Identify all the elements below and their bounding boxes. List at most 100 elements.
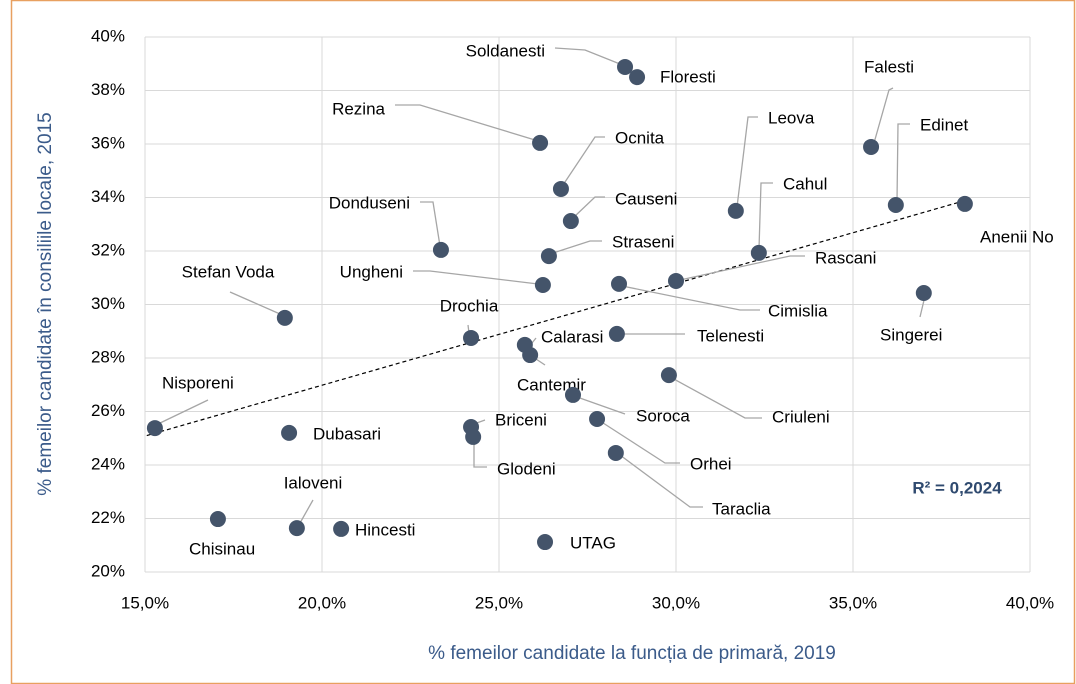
leader-line [576, 396, 626, 415]
point [276, 309, 293, 326]
y-tick-label: 28% [91, 347, 125, 366]
leader-line [873, 87, 894, 144]
leader-line [619, 454, 703, 508]
point [564, 386, 581, 403]
leader-line [413, 270, 539, 285]
leader-line [896, 123, 910, 202]
trendline [146, 199, 967, 437]
point-label: Chisinau [189, 539, 255, 558]
point-label: Falesti [864, 57, 914, 76]
point-label: Edinet [920, 115, 968, 134]
y-tick-label: 38% [91, 80, 125, 99]
point [629, 69, 646, 86]
point [146, 420, 163, 437]
point [562, 213, 579, 230]
point [750, 244, 767, 261]
point [863, 138, 880, 155]
y-tick-label: 36% [91, 133, 125, 152]
point-label: Briceni [495, 410, 547, 429]
point [607, 444, 624, 461]
point-label: Anenii No [980, 227, 1054, 246]
point-label: Taraclia [712, 499, 771, 518]
point-label: Soroca [636, 406, 690, 425]
point-label: Ungheni [340, 262, 403, 281]
y-tick-label: 22% [91, 508, 125, 527]
point [608, 325, 625, 342]
point-label: Rezina [332, 99, 385, 118]
point-label: Hincesti [355, 520, 415, 539]
point [611, 275, 628, 292]
x-tick-label: 40,0% [1006, 593, 1054, 612]
leader-line [671, 377, 762, 419]
point-label: Telenesti [697, 326, 764, 345]
x-tick-label: 15,0% [121, 593, 169, 612]
point [465, 428, 482, 445]
point [281, 424, 298, 441]
y-axis-title: % femeilor candidate în consiliile local… [35, 112, 56, 495]
y-tick-label: 20% [91, 561, 125, 580]
point-label: Singerei [880, 325, 942, 344]
leader-line [420, 201, 441, 247]
point [540, 248, 557, 265]
x-tick-label: 25,0% [475, 593, 523, 612]
point-label: Leova [768, 108, 815, 127]
point-label: Rascani [815, 248, 876, 267]
point-label: Ialoveni [284, 473, 343, 492]
leader-line [736, 116, 758, 208]
point-label: Glodeni [497, 459, 556, 478]
point-label: UTAG [570, 533, 616, 552]
point [288, 520, 305, 537]
point [552, 180, 569, 197]
point-label: Ocnita [615, 128, 665, 147]
leader-line [473, 441, 487, 468]
x-tick-label: 20,0% [298, 593, 346, 612]
point [617, 58, 634, 75]
leader-line [621, 285, 760, 311]
y-tick-label: 24% [91, 454, 125, 473]
y-tick-label: 26% [91, 401, 125, 420]
point [432, 241, 449, 258]
point [522, 347, 539, 364]
point-label: Orhei [690, 454, 732, 473]
point [660, 367, 677, 384]
r-squared: R² = 0,2024 [912, 478, 1002, 497]
point [887, 196, 904, 213]
point-label: Nisporeni [162, 373, 234, 392]
leader-line [679, 255, 805, 281]
point-label: Soldanesti [466, 41, 545, 60]
point [537, 534, 554, 551]
y-tick-label: 40% [91, 26, 125, 45]
point [589, 410, 606, 427]
x-tick-label: 35,0% [829, 593, 877, 612]
point [668, 272, 684, 289]
leader-line [562, 136, 605, 186]
x-axis-title: % femeilor candidate la funcția de prima… [428, 643, 836, 664]
point [463, 329, 480, 346]
point-label: Criuleni [772, 407, 830, 426]
point [915, 284, 932, 301]
leader-line [299, 499, 314, 524]
y-tick-label: 32% [91, 240, 125, 259]
point [333, 520, 350, 537]
leader-line [552, 240, 602, 254]
leader-line [758, 182, 773, 250]
x-tick-label: 30,0% [652, 593, 700, 612]
point [534, 276, 551, 293]
point [532, 134, 549, 151]
point-label: Straseni [612, 232, 674, 251]
leader-line [229, 291, 281, 315]
point [956, 195, 973, 212]
leader-line [531, 337, 537, 344]
point [209, 511, 226, 528]
leader-line [554, 47, 621, 65]
leader-line [573, 196, 605, 218]
point-label: Dubasari [313, 424, 381, 443]
point-label: Cimislia [768, 301, 828, 320]
point-label: Drochia [440, 296, 499, 315]
y-tick-label: 30% [91, 294, 125, 313]
leader-line [395, 104, 536, 141]
point [727, 202, 744, 219]
y-tick-label: 34% [91, 187, 125, 206]
leader-line [157, 399, 209, 425]
